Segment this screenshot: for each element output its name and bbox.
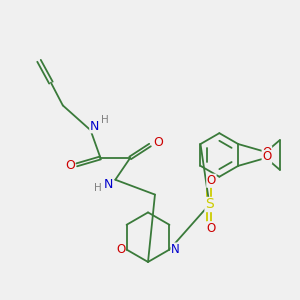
Text: N: N [171,243,180,256]
Text: O: O [207,222,216,235]
Text: O: O [65,159,75,172]
Text: O: O [262,146,272,160]
Text: O: O [207,174,216,187]
Text: N: N [104,178,113,191]
Text: O: O [262,150,272,164]
Text: O: O [153,136,163,148]
Text: O: O [116,243,125,256]
Text: S: S [205,197,214,212]
Text: H: H [94,183,101,193]
Text: H: H [100,115,108,125]
Text: N: N [90,120,99,133]
